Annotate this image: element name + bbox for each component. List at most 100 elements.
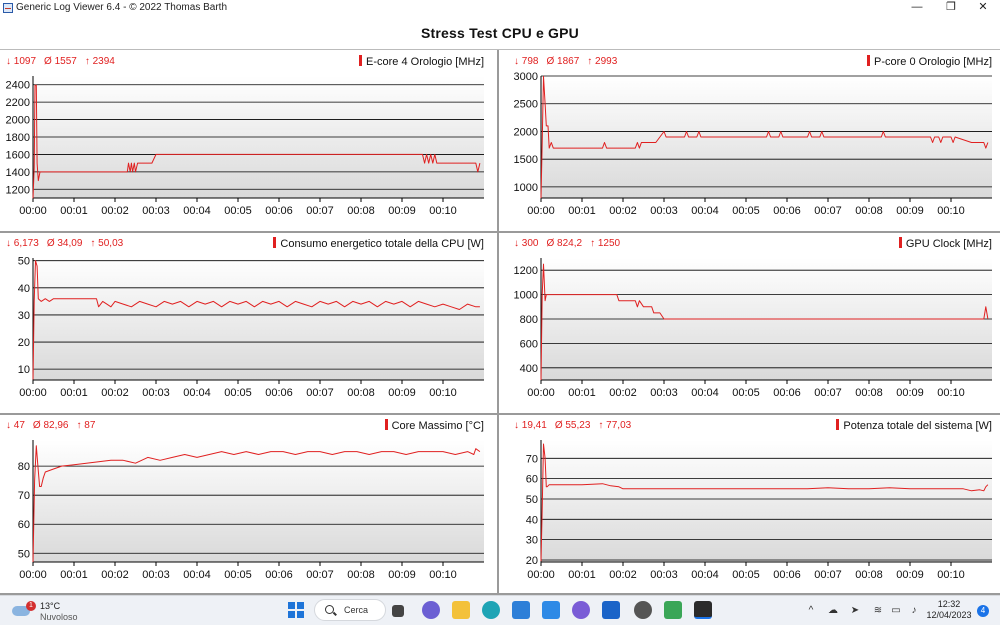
notification-badge[interactable]: 4: [977, 605, 989, 617]
y-tick-label: 600: [520, 338, 538, 350]
y-tick-label: 1600: [6, 149, 30, 161]
plot-area: [33, 258, 484, 380]
x-tick-label: 00:05: [732, 205, 760, 217]
app-icon-screen[interactable]: [602, 601, 620, 619]
x-tick-label: 00:01: [60, 387, 88, 399]
series-line: [32, 84, 481, 199]
x-tick-label: 00:02: [609, 387, 637, 399]
store-icon[interactable]: [512, 601, 530, 619]
report-header: Stress Test CPU e GPU: [0, 16, 1000, 50]
onedrive-icon[interactable]: ☁: [828, 605, 838, 616]
panel-title-text: E-core 4 Orologio [MHz]: [366, 56, 484, 68]
x-tick-label: 00:06: [773, 205, 801, 217]
taskbar-clock[interactable]: 12:32 12/04/2023: [926, 599, 972, 620]
stat-min: ↓ 19,41: [514, 420, 547, 431]
taskbar-search[interactable]: Cerca: [314, 599, 386, 621]
panel-title-text: Consumo energetico totale della CPU [W]: [280, 238, 484, 250]
app-icon-purple[interactable]: [572, 601, 590, 619]
x-tick-label: 00:09: [896, 205, 924, 217]
y-tick-label: 1200: [514, 265, 538, 277]
system-tray: ^ ☁ ➤ ≋ ▭ ♪: [800, 596, 1000, 626]
stat-min: ↓ 47: [6, 420, 25, 431]
chart-panel-cpu-power: ↓ 6,173 Ø 34,09 ↑ 50,03 Consumo energetico…: [0, 234, 492, 412]
task-view-icon[interactable]: [392, 605, 404, 617]
app-icon-blue[interactable]: [542, 601, 560, 619]
app-icon-green[interactable]: [664, 601, 682, 619]
x-tick-label: 00:09: [388, 387, 416, 399]
x-tick-label: 00:06: [773, 569, 801, 581]
x-tick-label: 00:00: [527, 205, 555, 217]
y-tick-label: 50: [18, 548, 30, 560]
log-viewer-taskbar-icon[interactable]: [694, 601, 712, 619]
title-bar[interactable]: Generic Log Viewer 6.4 - © 2022 Thomas B…: [0, 0, 1000, 16]
x-tick-label: 00:08: [855, 387, 883, 399]
chart-panel-gpu-clock: ↓ 300 Ø 824,2 ↑ 1250 GPU Clock [MHz] 400 60…: [508, 234, 1000, 412]
x-tick-label: 00:07: [306, 569, 334, 581]
x-tick-label: 00:09: [388, 205, 416, 217]
y-tick-label: 2400: [6, 80, 30, 92]
x-tick-label: 00:02: [101, 387, 129, 399]
line-chart[interactable]: 1000 1500 2000 2500 3000 00:00 00:01 00:02 00:03…: [508, 52, 1000, 230]
panel-title: Potenza totale del sistema [W]: [836, 419, 992, 432]
stats-row: ↓ 798 Ø 1867 ↑ 2993: [514, 56, 625, 67]
x-tick-label: 00:04: [691, 569, 719, 581]
y-tick-label: 10: [18, 364, 30, 376]
weather-widget[interactable]: 1 13°C Nuvoloso: [6, 599, 96, 623]
battery-icon[interactable]: ▭: [891, 605, 901, 616]
panel-title: E-core 4 Orologio [MHz]: [359, 55, 484, 68]
legend-mark: [867, 55, 871, 66]
y-tick-label: 1200: [6, 184, 30, 196]
x-tick-label: 00:01: [60, 205, 88, 217]
minimize-button[interactable]: —: [911, 1, 923, 13]
y-tick-label: 1000: [514, 290, 538, 302]
y-tick-label: 2500: [514, 99, 538, 111]
x-tick-label: 00:08: [855, 569, 883, 581]
stat-avg: Ø 55,23: [554, 420, 591, 431]
line-chart[interactable]: 10 20 30 40 50 00:00 00:01 00:02 00:03 00:04 00:05…: [0, 234, 492, 412]
x-tick-label: 00:03: [142, 387, 170, 399]
chevron-up-icon[interactable]: ^: [808, 605, 814, 616]
file-explorer-icon[interactable]: [452, 601, 470, 619]
x-tick-label: 00:10: [937, 205, 965, 217]
maximize-button[interactable]: ❐: [946, 1, 956, 13]
y-tick-label: 30: [18, 310, 30, 322]
location-icon[interactable]: ➤: [850, 605, 860, 616]
wifi-icon[interactable]: ≋: [873, 605, 883, 616]
x-tick-label: 00:08: [347, 569, 375, 581]
stat-avg: Ø 34,09: [46, 238, 83, 249]
close-button[interactable]: ✕: [978, 1, 988, 13]
y-tick-label: 40: [18, 283, 30, 295]
y-tick-label: 1500: [514, 154, 538, 166]
x-tick-label: 00:00: [527, 387, 555, 399]
x-tick-label: 00:05: [224, 205, 252, 217]
x-tick-label: 00:08: [855, 205, 883, 217]
y-tick-label: 70: [18, 490, 30, 502]
line-chart[interactable]: 20 30 40 50 60 70 00:00 00:01 00:02 00:03 00:04 00:…: [508, 416, 1000, 594]
settings-gear-icon[interactable]: [634, 601, 652, 619]
line-chart[interactable]: 400 600 800 1000 1200 00:00 00:01 00:02 00:03 00:…: [508, 234, 1000, 412]
x-tick-label: 00:10: [937, 569, 965, 581]
taskbar: 1 13°C Nuvoloso Cerca ^ ☁ ➤ ≋ ▭ ♪ 12:3: [0, 595, 1000, 625]
teams-chat-icon[interactable]: [422, 601, 440, 619]
windows-start-icon[interactable]: [288, 602, 304, 618]
chart-panel-system-power: ↓ 19,41 Ø 55,23 ↑ 77,03 Potenza totale del…: [508, 416, 1000, 594]
line-chart[interactable]: 50 60 70 80 00:00 00:01 00:02 00:03 00:04 00:05 00…: [0, 416, 492, 594]
x-tick-label: 00:06: [265, 387, 293, 399]
x-tick-label: 00:02: [609, 205, 637, 217]
panel-divider: [0, 231, 1000, 233]
x-tick-label: 00:03: [142, 205, 170, 217]
legend-mark: [359, 55, 363, 66]
stats-row: ↓ 47 Ø 82,96 ↑ 87: [6, 420, 103, 431]
line-chart[interactable]: 1200 1400 1600 1800 2000 2200 2400 00:00 00:01 00…: [0, 52, 492, 230]
y-tick-label: 60: [526, 474, 538, 486]
y-tick-label: 2000: [514, 126, 538, 138]
x-tick-label: 00:02: [101, 205, 129, 217]
volume-icon[interactable]: ♪: [911, 605, 917, 616]
stats-row: ↓ 19,41 Ø 55,23 ↑ 77,03: [514, 420, 639, 431]
edge-icon[interactable]: [482, 601, 500, 619]
x-tick-label: 00:01: [568, 205, 596, 217]
x-tick-label: 00:07: [814, 387, 842, 399]
chart-panel-pcore0-clock: ↓ 798 Ø 1867 ↑ 2993 P-core 0 Orologio [MHz…: [508, 52, 1000, 230]
panel-title-text: Potenza totale del sistema [W]: [843, 420, 992, 432]
app-icon: [3, 3, 13, 13]
